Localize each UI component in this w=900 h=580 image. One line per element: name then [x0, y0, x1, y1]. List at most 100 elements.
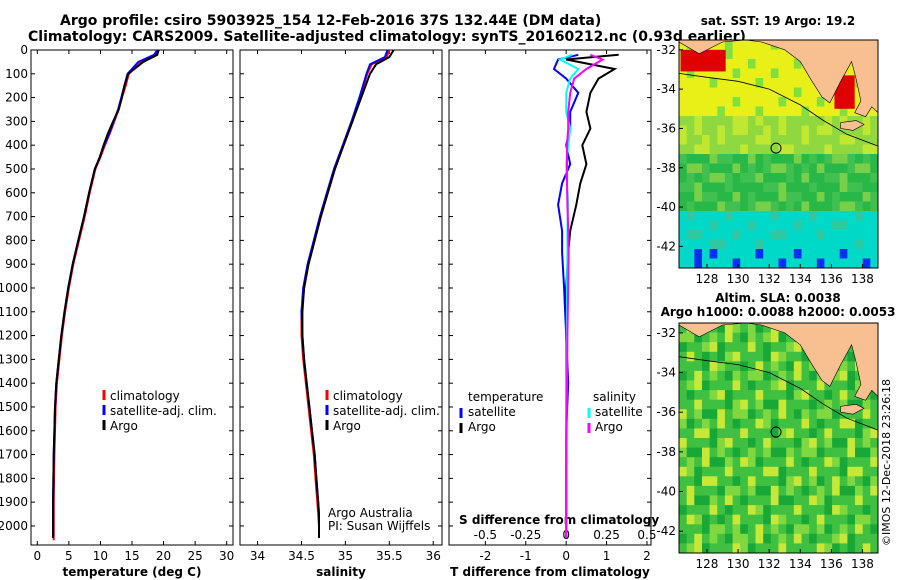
map-cell: [702, 201, 711, 212]
map-cell: [763, 182, 772, 193]
map-cell: [732, 399, 741, 410]
map-cell: [809, 370, 818, 382]
map-cell: [793, 476, 803, 487]
map-cell: [717, 97, 726, 108]
map-cell: [847, 370, 856, 382]
map-cell: [740, 258, 749, 268]
map-cell: [686, 78, 695, 89]
map-cell: [847, 192, 856, 203]
map-cell: [809, 144, 818, 155]
map-cell: [763, 201, 772, 212]
map-cell: [679, 457, 688, 468]
map-cell: [786, 154, 795, 165]
map-cell: [717, 135, 726, 146]
depth-tick-label: 500: [5, 162, 28, 176]
map-cell: [862, 524, 871, 535]
map-cell: [717, 418, 726, 429]
map-cell: [755, 116, 764, 127]
map-cell: [770, 87, 780, 98]
map-cell: [816, 220, 826, 231]
map-cell: [809, 505, 818, 516]
map-cell: [747, 135, 757, 146]
map-cell: [839, 116, 848, 127]
map-cell: [763, 409, 772, 420]
map-cell: [747, 447, 757, 458]
map-cell: [809, 97, 818, 108]
map-cell: [702, 163, 711, 174]
depth-tick-label: 600: [5, 186, 28, 200]
map-cell: [862, 485, 871, 497]
map-lat-label: -42: [656, 239, 676, 253]
map-cell: [679, 116, 688, 127]
map-cell: [747, 428, 757, 439]
map-frame: [678, 322, 879, 554]
map-cell: [709, 351, 718, 362]
map-cell: [694, 399, 703, 410]
map-cell: [755, 438, 764, 449]
map-cell: [824, 428, 833, 439]
map-cell: [724, 485, 734, 497]
map-land: [679, 323, 878, 401]
map-cell: [694, 87, 703, 98]
map-cell: [679, 258, 688, 268]
map-cell: [709, 201, 718, 212]
map-cell: [747, 192, 757, 203]
map-cell: [839, 399, 848, 410]
map-cell: [778, 342, 787, 353]
map-cell: [755, 97, 764, 108]
depth-tick-label: 1100: [0, 305, 28, 319]
map-cell: [732, 418, 741, 429]
map-cell: [809, 409, 818, 420]
map-cell: [724, 342, 734, 353]
map-cell: [740, 125, 749, 136]
map-cell: [816, 144, 826, 155]
map-cell: [686, 361, 695, 372]
depth-tick-label: 1000: [0, 281, 28, 295]
map-cell: [862, 466, 871, 477]
map-cell: [740, 428, 749, 439]
map-cell: [786, 239, 795, 250]
map-cell: [709, 457, 718, 468]
map-cell: [679, 220, 688, 231]
map-cell: [855, 514, 864, 525]
map-cell: [755, 323, 764, 334]
map-cell: [778, 457, 787, 468]
map-cell: [679, 370, 688, 382]
map-cell: [770, 211, 780, 222]
map-cell: [832, 154, 841, 165]
map-cell: [679, 466, 688, 477]
map-cell: [786, 192, 795, 203]
map-cell: [832, 485, 841, 497]
map-cell: [724, 230, 734, 241]
map-cell: [686, 332, 695, 343]
map-cell: [862, 125, 871, 136]
map-cell: [755, 59, 764, 70]
map-cell: [694, 457, 703, 468]
map-cell: [686, 457, 695, 468]
map-cell: [694, 230, 703, 241]
map-cell: [755, 543, 764, 553]
map-cell: [763, 533, 772, 544]
map-cell: [801, 428, 810, 439]
map-cell: [816, 390, 826, 401]
map-cell: [709, 505, 718, 516]
map-cell: [724, 78, 734, 89]
map-cell: [686, 163, 695, 174]
map-cell: [709, 380, 718, 391]
map-cell: [832, 514, 841, 525]
map-cell: [755, 239, 764, 250]
map-cell: [839, 220, 848, 231]
map-cell: [755, 505, 764, 516]
map-cell: [747, 97, 757, 108]
map-cell: [732, 230, 741, 241]
map-cell: [732, 543, 741, 553]
map-cell: [724, 87, 734, 98]
map-cell: [694, 495, 703, 506]
map-cell: [717, 201, 726, 212]
map-cell: [816, 192, 826, 203]
map-cell: [694, 524, 703, 535]
map-cell: [778, 220, 787, 231]
map-cell: [755, 40, 764, 51]
map-cell: [862, 399, 871, 410]
map-cell: [778, 409, 787, 420]
